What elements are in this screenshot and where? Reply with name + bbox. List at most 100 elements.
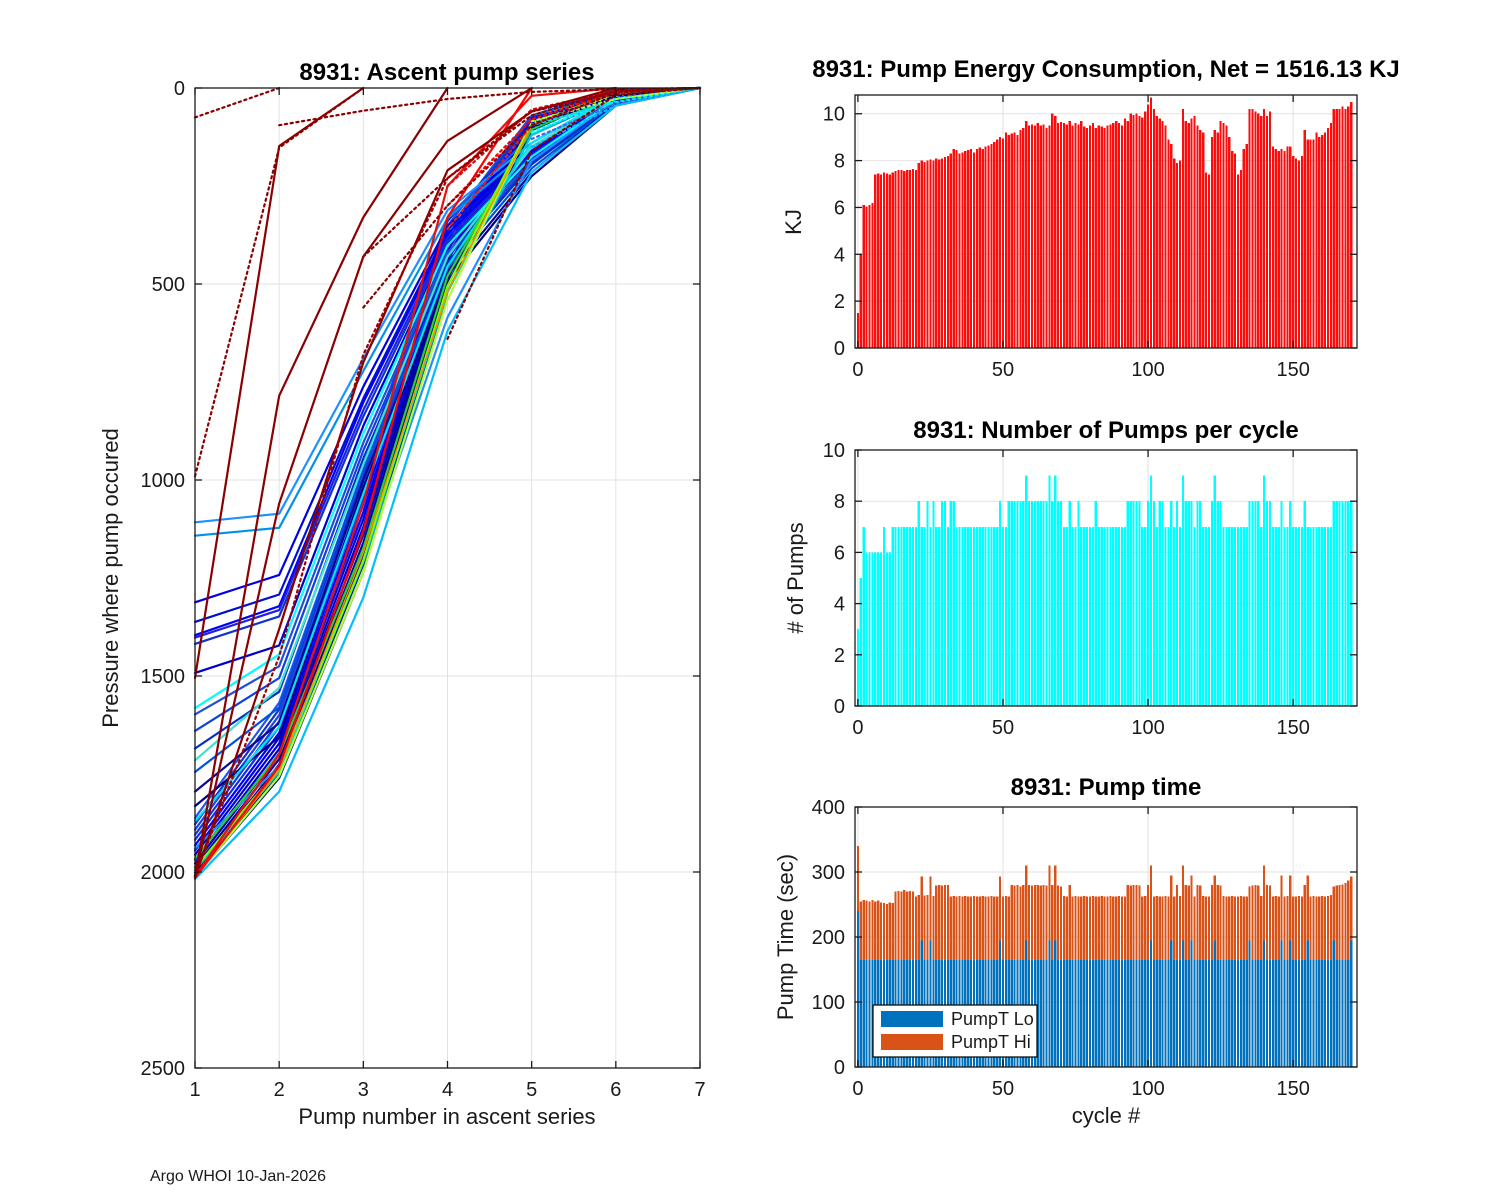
bar	[1248, 109, 1251, 348]
bar	[1123, 526, 1126, 706]
bar	[1123, 118, 1126, 349]
bar	[1274, 526, 1277, 706]
bar	[1158, 501, 1161, 706]
ascent-y-label: Pressure where pump occured	[98, 428, 123, 728]
bar	[1335, 109, 1338, 348]
bar	[885, 552, 889, 706]
bar-hi	[1196, 885, 1199, 960]
bar-lo	[1155, 959, 1158, 1067]
bar	[1013, 132, 1016, 348]
energy-chart: 0 50 100 150 0 2 4 6 8 10	[823, 94, 1358, 381]
bar-lo	[1158, 959, 1161, 1067]
bar	[1344, 501, 1347, 706]
bar-hi	[1062, 896, 1066, 960]
bar-lo	[1193, 959, 1196, 1067]
bar-hi	[1091, 896, 1095, 960]
legend-label-hi: PumpT Hi	[951, 1032, 1031, 1052]
bar-hi	[1100, 896, 1103, 960]
pumps-y-label: # of Pumps	[783, 522, 808, 633]
bar-lo	[1135, 959, 1138, 1067]
bar-hi	[1263, 865, 1266, 941]
bar-lo	[1274, 959, 1277, 1067]
bar	[1001, 138, 1005, 348]
bar-lo	[1280, 940, 1283, 1067]
bar-hi	[1274, 896, 1277, 960]
bar-hi	[996, 896, 999, 960]
bar	[1297, 160, 1301, 348]
bar	[1103, 526, 1106, 706]
bar-lo	[1071, 959, 1074, 1067]
bar	[1312, 526, 1315, 706]
bar	[1341, 501, 1344, 706]
bar	[975, 148, 978, 348]
bar	[1167, 139, 1170, 348]
bar-hi	[856, 846, 859, 911]
bar-hi	[1332, 886, 1335, 941]
bar-hi	[1245, 896, 1248, 960]
bar	[1173, 526, 1176, 706]
bar-lo	[1338, 959, 1341, 1067]
bar	[1286, 526, 1289, 706]
bar	[1051, 113, 1054, 349]
bar	[996, 139, 999, 348]
bar	[1016, 501, 1019, 706]
bar	[1216, 501, 1219, 706]
bar-hi	[894, 891, 897, 960]
bar	[1083, 126, 1086, 348]
bar-hi	[987, 896, 990, 960]
bar-lo	[1178, 959, 1182, 1067]
bar	[1210, 137, 1214, 348]
bar-hi	[868, 901, 871, 960]
bar	[958, 526, 961, 706]
bar-hi	[1234, 896, 1237, 960]
bar	[935, 526, 938, 706]
bar	[1022, 501, 1025, 706]
bar-lo	[1059, 959, 1063, 1067]
bar	[1213, 475, 1216, 706]
bar	[1155, 116, 1158, 348]
bar-hi	[932, 896, 935, 960]
bar	[1263, 475, 1266, 706]
bar	[865, 552, 868, 706]
bar	[1129, 501, 1132, 706]
bar	[1196, 501, 1199, 706]
bar	[1294, 526, 1298, 706]
bar-hi	[1294, 896, 1298, 960]
bar	[1117, 123, 1121, 348]
bar	[1271, 526, 1274, 706]
bar	[1080, 120, 1083, 349]
y-tick-label: 200	[812, 927, 845, 949]
bar-hi	[1207, 896, 1211, 960]
bar	[981, 148, 984, 348]
bar	[1228, 526, 1231, 706]
bar	[1016, 134, 1019, 348]
bar	[1329, 123, 1332, 348]
bar-hi	[1077, 896, 1080, 960]
bar-lo	[1277, 959, 1280, 1067]
bar	[1039, 501, 1042, 706]
bar	[978, 147, 981, 348]
bar-hi	[1146, 885, 1150, 960]
bar	[1167, 526, 1170, 706]
bar-lo	[1231, 959, 1234, 1067]
bar-hi	[1329, 894, 1332, 960]
bar	[1222, 123, 1225, 348]
bar	[929, 159, 932, 348]
bar-hi	[906, 891, 909, 960]
bar-hi	[1048, 865, 1051, 941]
x-tick-label: 50	[992, 1078, 1014, 1100]
bar-hi	[1080, 896, 1083, 960]
bar	[993, 526, 996, 706]
bar	[1300, 155, 1303, 348]
bar	[1323, 526, 1327, 706]
bar-hi	[1149, 865, 1153, 941]
bar	[1126, 120, 1129, 349]
bar-lo	[1350, 940, 1353, 1067]
bar	[1135, 501, 1138, 706]
bar-hi	[1068, 885, 1071, 960]
bar	[1054, 475, 1057, 706]
x-tick-label: 100	[1131, 717, 1164, 739]
y-tick-label: 6	[834, 542, 845, 564]
bar-hi	[1222, 896, 1225, 960]
bar	[1242, 526, 1245, 706]
